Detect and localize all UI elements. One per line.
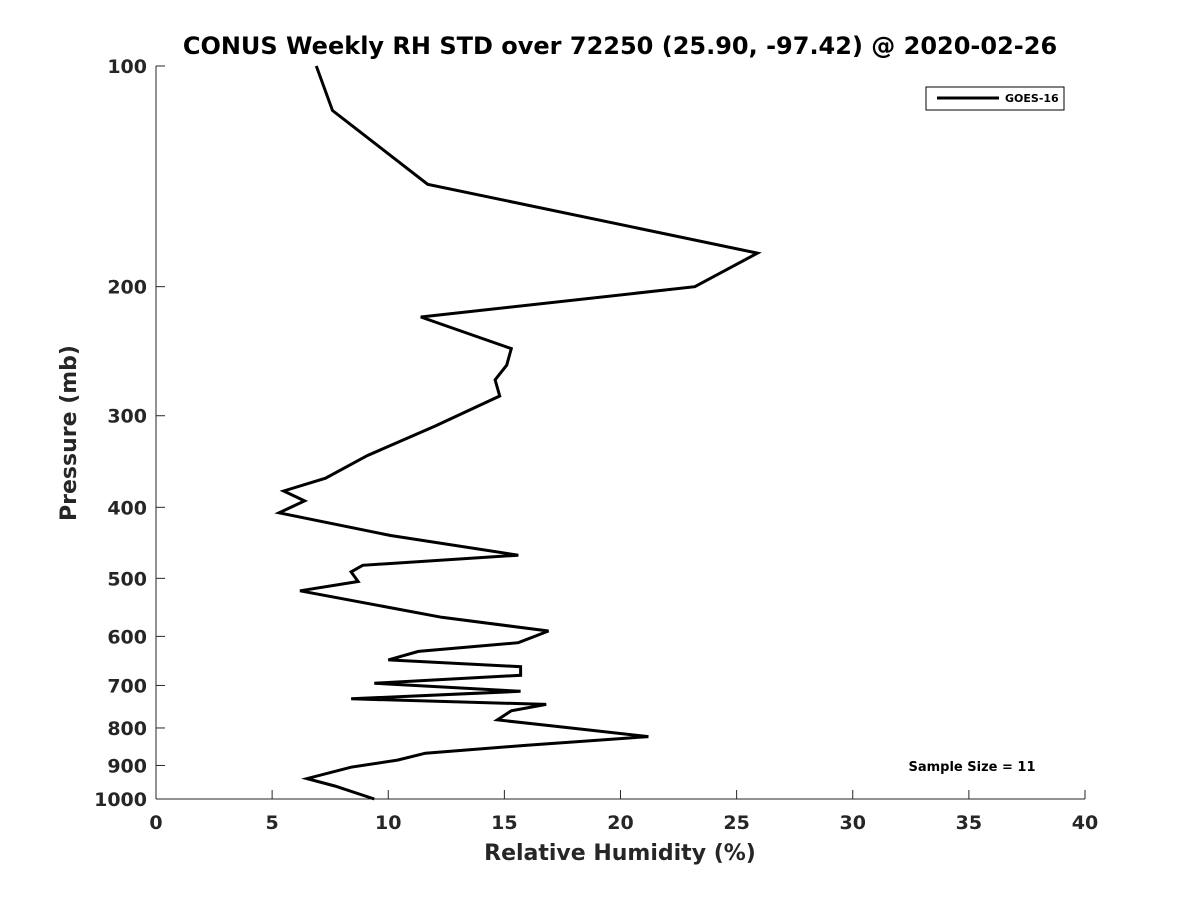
y-tick-label: 1000	[94, 789, 147, 811]
x-tick-label: 25	[723, 812, 749, 834]
y-tick-label: 600	[107, 626, 147, 648]
x-tick-label: 5	[266, 812, 279, 834]
plot-area: 0 5 10 15 20 25 30 35 40 100 200 300 400 500 600 700 800…	[94, 56, 1098, 834]
y-tick-label: 800	[107, 718, 147, 740]
x-tick-label: 0	[149, 812, 162, 834]
y-tick-label: 400	[107, 497, 147, 519]
sample-size-annotation: Sample Size = 11	[908, 760, 1035, 775]
y-tick-label: 900	[107, 755, 147, 777]
series-line-goes-16	[274, 65, 762, 801]
y-tick-label: 300	[107, 406, 147, 428]
y-tick-label: 200	[107, 277, 147, 299]
x-tick-label: 35	[956, 812, 982, 834]
y-tick-label: 500	[107, 568, 147, 590]
x-tick-label: 40	[1072, 812, 1098, 834]
legend-label: GOES-16	[1005, 92, 1059, 105]
legend: GOES-16	[925, 86, 1065, 111]
y-tick-label: 700	[107, 675, 147, 697]
chart-title: CONUS Weekly RH STD over 72250 (25.90, -…	[183, 32, 1057, 60]
x-tick-label: 10	[375, 812, 401, 834]
x-tick-label: 20	[607, 812, 633, 834]
x-axis-label: Relative Humidity (%)	[484, 841, 756, 866]
y-tick-label: 100	[107, 56, 147, 78]
y-axis-label: Pressure (mb)	[57, 345, 82, 521]
x-tick-label: 30	[840, 812, 866, 834]
x-tick-label: 15	[491, 812, 517, 834]
